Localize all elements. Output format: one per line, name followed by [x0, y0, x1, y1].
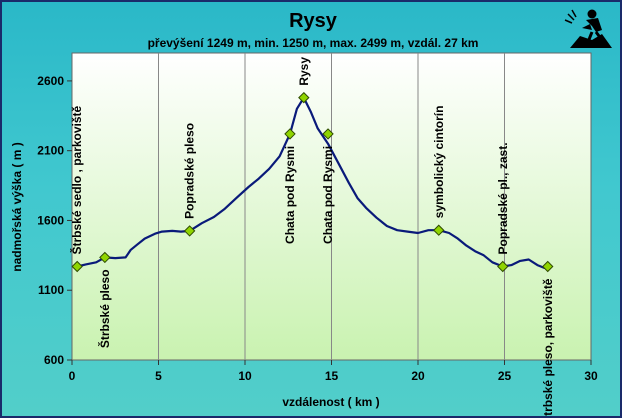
waypoint-marker: [322, 128, 334, 140]
chart-title: Rysy: [289, 10, 337, 32]
x-axis-label: vzdálenost ( km ): [282, 395, 379, 409]
x-tick-label: 20: [411, 369, 425, 383]
waypoint-label: Štrbské pleso, parkoviště: [540, 278, 555, 416]
x-tick-label: 0: [69, 369, 76, 383]
waypoint-label: Popradské pl., zast.: [496, 142, 510, 254]
y-tick-label: 2600: [37, 74, 64, 88]
waypoint-label: Chata pod Rysmi: [283, 146, 297, 244]
chart-subtitle: převýšení 1249 m, min. 1250 m, max. 2499…: [147, 36, 479, 50]
hiker-icon: [564, 9, 612, 48]
waypoint-marker: [183, 225, 196, 237]
y-tick-label: 1600: [37, 213, 64, 227]
waypoint-label: Chata pod Rysmi: [321, 146, 335, 244]
waypoint-marker: [99, 251, 111, 264]
waypoint-label: Rysy: [297, 57, 311, 86]
x-tick-label: 15: [325, 369, 339, 383]
y-axis-label: nadmořská výška ( m ): [10, 142, 24, 271]
waypoint-marker: [71, 260, 83, 273]
waypoint-marker: [284, 128, 296, 140]
y-tick-label: 2100: [37, 144, 64, 158]
x-tick-label: 5: [155, 369, 162, 383]
waypoint-label: symbolický cintorín: [432, 106, 446, 219]
y-tick-label: 1100: [38, 283, 64, 297]
x-tick-label: 25: [498, 369, 512, 383]
y-tick-label: 600: [44, 353, 64, 367]
waypoint-marker: [542, 260, 554, 273]
waypoint-label: Štrbské sedlo , parkoviště: [69, 105, 84, 254]
waypoint-marker: [497, 260, 509, 273]
waypoint-label: Štrbské pleso: [97, 269, 112, 348]
profile-line: [76, 96, 549, 269]
waypoint-label: Popradské pleso: [183, 123, 197, 219]
x-tick-label: 10: [238, 369, 252, 383]
x-tick-label: 30: [584, 369, 598, 383]
waypoint-marker: [298, 91, 310, 104]
waypoint-marker: [433, 224, 445, 236]
